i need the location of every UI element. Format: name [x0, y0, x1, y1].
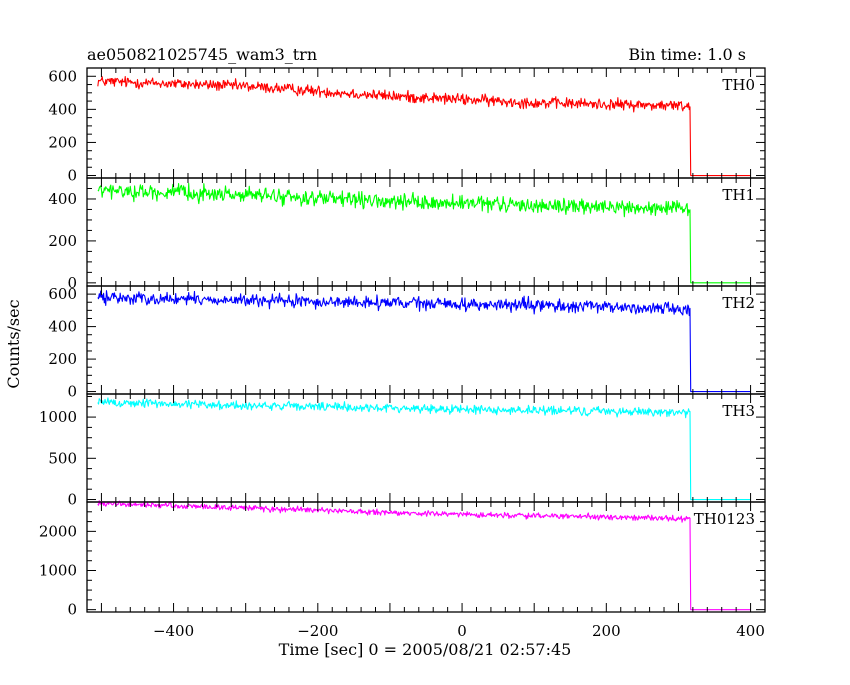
panels-group: 0 200 400 600 TH0 0 200 400 TH1 0 200 400 600 TH2 0 500…: [39, 67, 766, 640]
panel-frame-th3: [86, 393, 766, 503]
panel-th0123: 0 1000 2000 TH0123: [39, 500, 766, 619]
y-tick-label: 400: [48, 318, 77, 336]
y-axis-label: Counts/sec: [4, 299, 23, 388]
x-tick-label: −400: [153, 622, 194, 640]
panel-th0: 0 200 400 600 TH0: [48, 67, 766, 185]
series-line-th2: [97, 290, 751, 393]
y-tick-label: 400: [48, 190, 77, 208]
bin-time-label: Bin time: 1.0 s: [628, 45, 746, 64]
panel-frame-th2: [86, 285, 766, 395]
y-tick-label: 0: [67, 167, 77, 185]
panel-name-label: TH1: [722, 186, 755, 204]
x-tick-label: 200: [592, 622, 621, 640]
chart-title: ae050821025745_wam3_trn: [87, 45, 317, 64]
y-tick-label: 0: [67, 383, 77, 401]
y-tick-label: 0: [67, 491, 77, 509]
panel-name-label: TH2: [722, 294, 755, 312]
series-line-th1: [97, 182, 751, 284]
x-axis-label: Time [sec] 0 = 2005/08/21 02:57:45: [279, 640, 572, 659]
y-tick-label: 0: [67, 274, 77, 292]
series-line-th3: [97, 397, 751, 501]
x-tick-label: 400: [736, 622, 765, 640]
series-line-th0: [97, 76, 751, 177]
panel-th1: 0 200 400 TH1: [48, 177, 766, 292]
panel-th3: 0 500 1000 TH3: [39, 393, 766, 509]
panel-th2: 0 200 400 600 TH2: [48, 285, 766, 401]
x-tick-label: −200: [297, 622, 338, 640]
y-tick-label: 200: [48, 133, 77, 151]
y-tick-label: 500: [48, 449, 77, 467]
series-line-th0123: [97, 500, 751, 611]
y-tick-label: 600: [48, 285, 77, 303]
panel-name-label: TH0: [722, 76, 755, 94]
panel-name-label: TH0123: [694, 510, 755, 528]
y-tick-label: 2000: [39, 522, 77, 540]
panel-name-label: TH3: [722, 402, 755, 420]
y-tick-label: 1000: [39, 562, 77, 580]
y-tick-label: 1000: [39, 408, 77, 426]
x-tick-label: 0: [457, 622, 467, 640]
y-tick-label: 200: [48, 350, 77, 368]
y-tick-label: 400: [48, 100, 77, 118]
y-tick-label: 600: [48, 67, 77, 85]
panel-frame-th0123: [86, 501, 766, 613]
y-tick-label: 200: [48, 232, 77, 250]
y-tick-label: 0: [67, 601, 77, 619]
